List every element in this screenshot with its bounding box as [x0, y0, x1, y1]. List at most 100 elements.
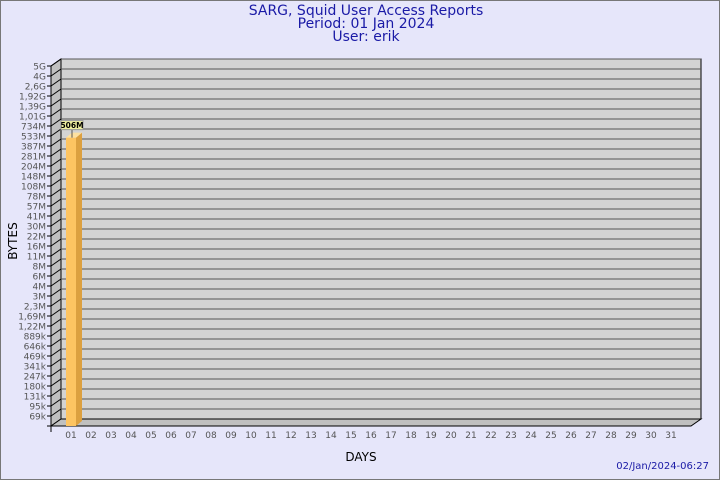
y-tick-label: 341k: [24, 363, 47, 373]
y-tick-label: 469k: [24, 353, 47, 363]
gridline-side: [50, 368, 62, 377]
x-tick-label: 23: [505, 431, 516, 441]
x-tick-label: 29: [625, 431, 637, 441]
x-tick-label: 26: [565, 431, 577, 441]
x-tick-label: 28: [605, 431, 617, 441]
x-tick-label: 11: [265, 431, 276, 441]
data-label: 506M: [60, 121, 83, 130]
x-tick-label: 19: [425, 431, 437, 441]
y-tick-label: 4G: [33, 73, 46, 83]
y-tick-label: 2,6G: [25, 83, 46, 93]
gridline-side: [50, 358, 62, 367]
gridline-side: [50, 288, 62, 297]
bar-top: [66, 132, 82, 138]
gridline-side: [50, 128, 62, 137]
gridline-side: [50, 408, 62, 417]
y-tick-label: 281M: [21, 153, 46, 163]
y-tick-label: 1,22M: [18, 323, 46, 333]
gridline-side: [50, 208, 62, 217]
gridline-side: [50, 398, 62, 407]
y-tick-label: 148M: [21, 173, 46, 183]
y-tick-label: 533M: [21, 133, 46, 143]
y-tick-label: 78M: [27, 193, 46, 203]
x-tick-label: 07: [185, 431, 196, 441]
x-tick-label: 27: [585, 431, 596, 441]
y-tick-label: 180k: [24, 383, 47, 393]
gridline-side: [50, 258, 62, 267]
gridline-side: [50, 338, 62, 347]
gridline-side: [50, 198, 62, 207]
x-tick-label: 16: [365, 431, 377, 441]
x-tick-label: 04: [125, 431, 137, 441]
x-tick-label: 22: [485, 431, 496, 441]
x-tick-label: 24: [525, 431, 537, 441]
gridline-side: [50, 388, 62, 397]
y-tick-label: 131k: [24, 393, 47, 403]
x-axis-label: DAYS: [345, 450, 376, 464]
x-tick-label: 15: [345, 431, 356, 441]
y-tick-label: 108M: [21, 183, 46, 193]
x-tick-label: 03: [105, 431, 116, 441]
x-tick-label: 12: [285, 431, 296, 441]
gridline-side: [50, 118, 62, 127]
floor: [49, 418, 703, 427]
gridline-side: [50, 318, 62, 327]
x-tick-label: 10: [245, 431, 257, 441]
y-tick-label: 16M: [27, 243, 46, 253]
gridline-side: [50, 68, 62, 77]
gridline-side: [50, 278, 62, 287]
timestamp: 02/Jan/2024-06:27: [616, 461, 709, 472]
x-tick-label: 18: [405, 431, 417, 441]
bar-side: [76, 132, 82, 426]
gridline-side: [50, 238, 62, 247]
gridline-side: [50, 168, 62, 177]
y-tick-label: 1,39G: [19, 103, 46, 113]
gridline-side: [50, 108, 62, 117]
y-tick-label: 6M: [33, 273, 47, 283]
y-tick-label: 41M: [27, 213, 46, 223]
gridline-side: [50, 158, 62, 167]
x-tick-label: 06: [165, 431, 177, 441]
chart-user: User: erik: [332, 29, 400, 45]
y-axis-label: BYTES: [6, 222, 20, 259]
gridline-side: [50, 148, 62, 157]
y-tick-label: 2,3M: [24, 303, 46, 313]
y-tick-label: 11M: [27, 253, 46, 263]
gridline-side: [50, 188, 62, 197]
y-tick-label: 204M: [21, 163, 46, 173]
gridline-side: [50, 348, 62, 357]
x-tick-label: 09: [225, 431, 237, 441]
gridline-side: [50, 298, 62, 307]
y-tick-label: 734M: [21, 123, 46, 133]
gridline-side: [50, 218, 62, 227]
x-tick-label: 25: [545, 431, 556, 441]
gridline-side: [50, 98, 62, 107]
x-tick-label: 05: [145, 431, 156, 441]
y-tick-label: 57M: [27, 203, 46, 213]
y-tick-label: 3M: [33, 293, 47, 303]
y-tick-label: 247k: [24, 373, 47, 383]
x-tick-label: 13: [305, 431, 316, 441]
y-tick-label: 22M: [27, 233, 46, 243]
gridline-side: [50, 378, 62, 387]
y-tick-label: 4M: [33, 283, 47, 293]
gridline-side: [50, 268, 62, 277]
x-tick-label: 30: [645, 431, 657, 441]
y-tick-label: 8M: [33, 263, 47, 273]
gridline-side: [50, 228, 62, 237]
y-tick-label: 69k: [29, 413, 46, 423]
y-tick-label: 95k: [29, 403, 46, 413]
x-tick-label: 02: [85, 431, 96, 441]
y-tick-label: 646k: [24, 343, 47, 353]
gridline-side: [50, 248, 62, 257]
x-tick-label: 21: [465, 431, 476, 441]
gridline-side: [50, 328, 62, 337]
gridline-side: [50, 88, 62, 97]
y-tick-label: 889k: [24, 333, 47, 343]
x-tick-label: 01: [65, 431, 76, 441]
chart-period: Period: 01 Jan 2024: [297, 16, 435, 32]
chart-title: SARG, Squid User Access Reports: [248, 3, 484, 19]
y-tick-label: 30M: [27, 223, 46, 233]
x-tick-label: 17: [385, 431, 396, 441]
